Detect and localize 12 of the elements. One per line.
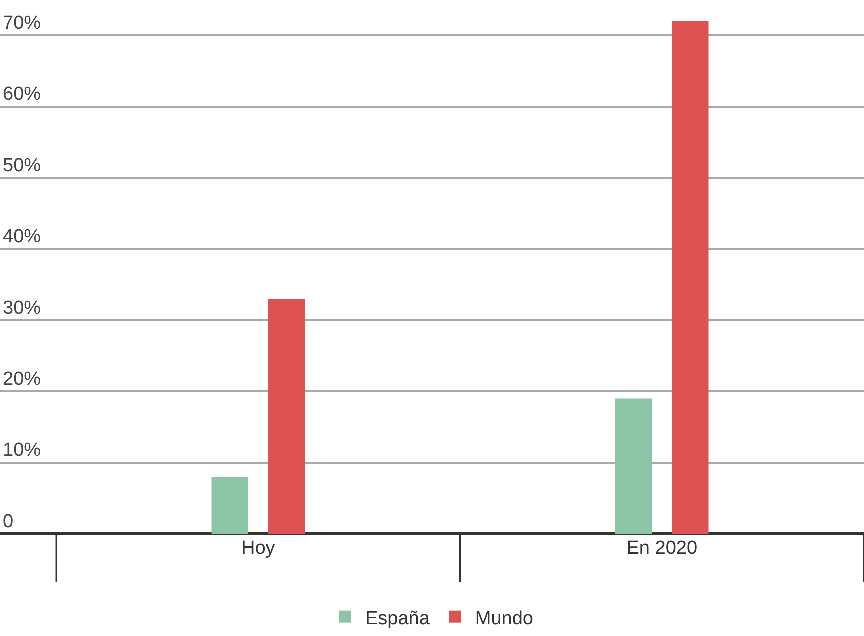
- y-tick-label: 0: [3, 511, 14, 532]
- y-tick-label: 20%: [3, 368, 42, 390]
- y-tick-label: 50%: [3, 155, 42, 176]
- y-tick-label: 10%: [3, 440, 42, 462]
- x-tick-label: En 2020: [626, 538, 698, 559]
- y-tick-label: 40%: [3, 226, 42, 248]
- y-tick-label: 60%: [3, 84, 42, 106]
- x-tick-label: Hoy: [241, 538, 276, 559]
- legend-label: Mundo: [475, 608, 534, 630]
- legend-label: España: [366, 608, 430, 630]
- y-tick-label: 70%: [3, 12, 42, 34]
- y-tick-label: 30%: [3, 298, 42, 319]
